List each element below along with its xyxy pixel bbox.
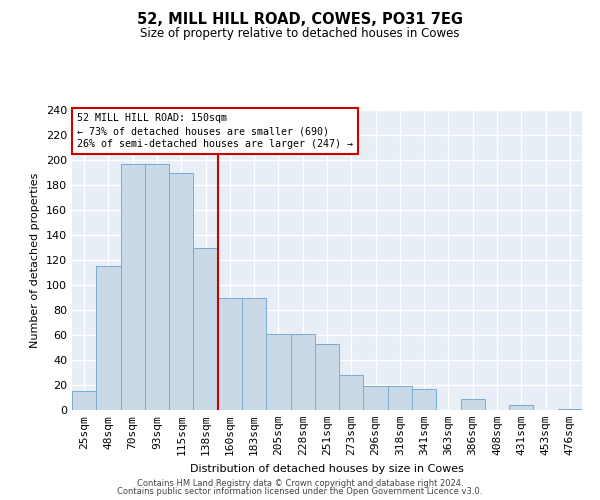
Bar <box>388 386 412 410</box>
Bar <box>169 172 193 410</box>
Bar <box>218 298 242 410</box>
Bar <box>96 266 121 410</box>
Bar <box>412 389 436 410</box>
Bar <box>145 164 169 410</box>
Text: 52, MILL HILL ROAD, COWES, PO31 7EG: 52, MILL HILL ROAD, COWES, PO31 7EG <box>137 12 463 28</box>
Bar <box>339 375 364 410</box>
Bar <box>315 344 339 410</box>
Y-axis label: Number of detached properties: Number of detached properties <box>31 172 40 348</box>
Bar <box>72 391 96 410</box>
Bar <box>121 164 145 410</box>
Text: 52 MILL HILL ROAD: 150sqm
← 73% of detached houses are smaller (690)
26% of semi: 52 MILL HILL ROAD: 150sqm ← 73% of detac… <box>77 113 353 150</box>
Bar <box>193 248 218 410</box>
Bar <box>558 409 582 410</box>
Bar <box>509 405 533 410</box>
Bar <box>290 334 315 410</box>
Bar <box>266 334 290 410</box>
Bar <box>364 386 388 410</box>
Text: Contains HM Land Registry data © Crown copyright and database right 2024.: Contains HM Land Registry data © Crown c… <box>137 478 463 488</box>
Bar <box>461 399 485 410</box>
Text: Size of property relative to detached houses in Cowes: Size of property relative to detached ho… <box>140 28 460 40</box>
Bar <box>242 298 266 410</box>
X-axis label: Distribution of detached houses by size in Cowes: Distribution of detached houses by size … <box>190 464 464 473</box>
Text: Contains public sector information licensed under the Open Government Licence v3: Contains public sector information licen… <box>118 487 482 496</box>
